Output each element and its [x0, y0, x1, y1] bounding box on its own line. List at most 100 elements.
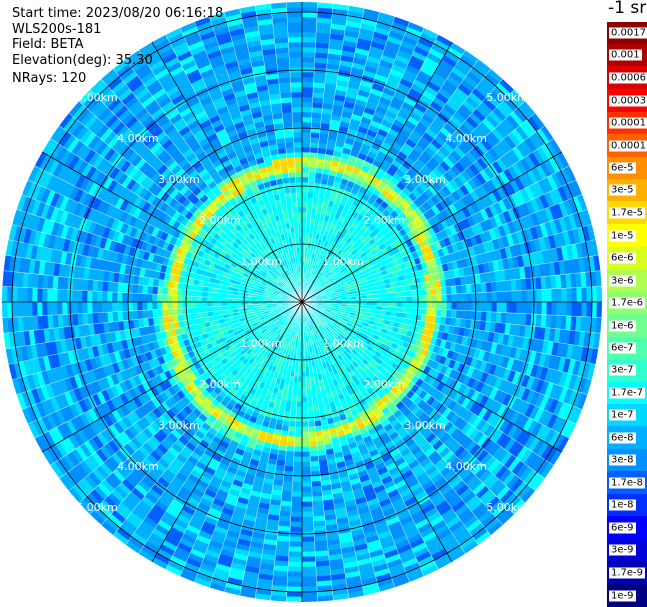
- data-sector: [291, 396, 298, 403]
- data-sector: [595, 317, 602, 334]
- data-sector: [551, 288, 558, 303]
- data-sector: [301, 581, 318, 588]
- data-sector: [301, 191, 308, 198]
- data-sector: [308, 426, 316, 433]
- data-sector: [571, 301, 578, 317]
- data-sector: [406, 290, 413, 297]
- data-sector: [426, 308, 433, 316]
- data-sector: [401, 307, 408, 314]
- data-sector: [310, 137, 320, 144]
- data-sector: [301, 561, 317, 568]
- data-sector: [391, 306, 398, 313]
- data-sector: [586, 301, 593, 318]
- data-sector: [381, 297, 388, 303]
- data-sector: [301, 431, 310, 438]
- data-sector: [309, 146, 319, 154]
- data-sector: [456, 301, 463, 311]
- data-sector: [595, 270, 602, 287]
- data-sector: [406, 307, 413, 314]
- data-sector: [301, 396, 308, 403]
- data-sector: [301, 156, 310, 163]
- data-sector: [566, 287, 573, 303]
- data-sector: [441, 301, 448, 310]
- data-sector: [308, 171, 316, 178]
- data-sector: [287, 436, 296, 443]
- data-sector: [446, 293, 453, 303]
- data-sector: [317, 2, 334, 9]
- data-sector: [301, 86, 314, 93]
- data-sector: [291, 501, 303, 508]
- data-sector: [301, 11, 318, 18]
- data-sector: [301, 476, 312, 483]
- data-sector: [396, 296, 403, 303]
- data-sector: [301, 46, 316, 53]
- data-sector: [286, 596, 303, 602]
- data-sector: [301, 391, 308, 398]
- data-sector: [292, 466, 303, 473]
- data-sector: [284, 465, 294, 472]
- data-sector: [576, 301, 583, 317]
- data-sector: [292, 386, 298, 393]
- data-sector: [301, 426, 310, 433]
- data-sector: [301, 421, 309, 428]
- data-sector: [561, 287, 568, 303]
- data-sector: [301, 511, 314, 518]
- data-sector: [411, 289, 418, 297]
- data-sector: [296, 391, 303, 398]
- data-sector: [445, 309, 453, 318]
- data-sector: [296, 396, 303, 403]
- data-sector: [480, 311, 487, 322]
- data-sector: [475, 310, 482, 322]
- data-sector: [301, 491, 313, 498]
- data-sector: [475, 282, 482, 294]
- data-sector: [460, 310, 467, 320]
- data-sector: [376, 301, 383, 307]
- data-sector: [301, 486, 313, 493]
- data-sector: [301, 226, 307, 233]
- data-sector: [301, 461, 311, 468]
- data-sector: [288, 551, 303, 558]
- data-sector: [526, 301, 533, 315]
- data-sector: [290, 521, 303, 528]
- data-sector: [301, 206, 308, 213]
- data-sector: [301, 436, 310, 443]
- data-sector: [436, 287, 443, 296]
- data-sector: [309, 151, 318, 159]
- data-sector: [541, 301, 548, 316]
- data-sector: [551, 301, 558, 316]
- data-sector: [511, 301, 518, 314]
- data-sector: [401, 296, 408, 303]
- data-sector: [301, 441, 310, 448]
- data-sector: [301, 26, 317, 33]
- data-sector: [486, 291, 493, 303]
- data-sector: [290, 506, 303, 513]
- data-sector: [465, 284, 472, 294]
- data-sector: [556, 301, 563, 316]
- data-sector: [436, 308, 443, 317]
- data-sector: [401, 290, 408, 297]
- data-sector: [308, 421, 316, 428]
- data-sector: [301, 201, 308, 208]
- data-sector: [406, 296, 413, 303]
- data-sector: [301, 401, 308, 408]
- data-sector: [426, 294, 433, 303]
- data-sector: [381, 301, 388, 307]
- data-sector: [426, 301, 433, 310]
- data-sector: [294, 441, 303, 448]
- data-sector: [301, 196, 308, 203]
- data-sector: [591, 286, 598, 303]
- data-sector: [301, 101, 313, 108]
- data-sector: [466, 292, 473, 303]
- data-sector: [292, 481, 303, 488]
- data-sector: [431, 287, 438, 296]
- data-sector: [466, 301, 473, 312]
- data-sector: [496, 291, 503, 303]
- data-sector: [501, 291, 508, 303]
- data-sector: [292, 476, 303, 483]
- data-sector: [511, 290, 518, 303]
- data-sector: [311, 480, 322, 487]
- data-sector: [480, 282, 487, 293]
- data-sector: [486, 301, 493, 313]
- data-sector: [301, 111, 313, 118]
- data-sector: [301, 366, 306, 373]
